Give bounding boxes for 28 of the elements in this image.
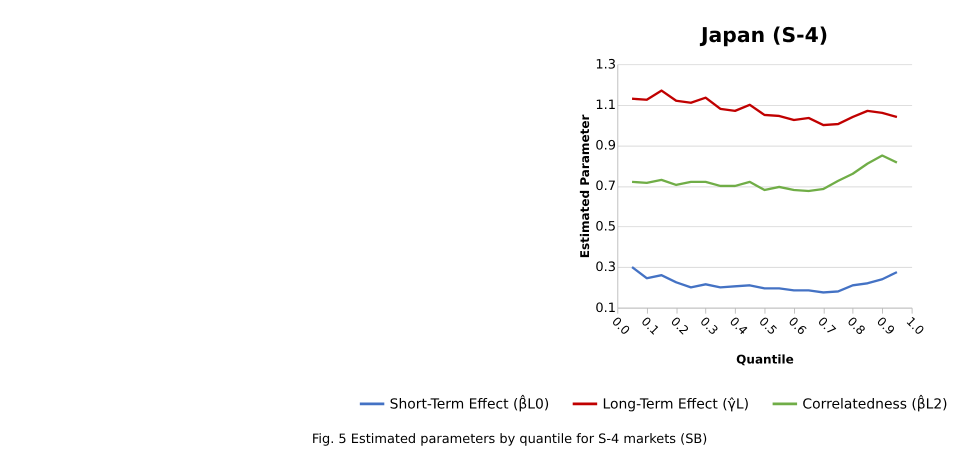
legend-label: Correlatedness (β̂L2) xyxy=(802,394,948,413)
y-axis-title: Estimated Parameter xyxy=(578,114,592,258)
x-tick-label: 0.0 xyxy=(609,314,633,338)
x-tick-label: 0.7 xyxy=(815,314,839,338)
y-tick-label: 1.3 xyxy=(595,57,616,72)
x-tick-label: 0.2 xyxy=(668,314,692,338)
x-tick-label: 0.6 xyxy=(786,314,810,338)
y-tick-label: 0.5 xyxy=(595,220,616,235)
x-tick-label: 0.3 xyxy=(697,314,721,338)
x-tick-label: 1.0 xyxy=(903,314,927,338)
x-tick-label: 0.1 xyxy=(638,314,662,338)
caption: Fig. 5 Estimated parameters by quantile for S-4 markets (SB) xyxy=(312,432,708,447)
y-tick-label: 0.9 xyxy=(595,138,616,154)
y-tick-label: 1.1 xyxy=(595,98,616,113)
x-tick-label: 0.9 xyxy=(874,314,898,338)
x-tick-label: 0.8 xyxy=(844,314,868,338)
y-tick-label: 0.7 xyxy=(595,179,616,194)
x-tick-label: 0.4 xyxy=(726,314,750,338)
x-tick-label: 0.5 xyxy=(756,314,780,338)
line-series xyxy=(630,266,898,294)
line-series xyxy=(630,89,898,126)
x-axis-title: Quantile xyxy=(736,352,794,366)
legend-label: Long-Term Effect (γ̂L) xyxy=(602,396,749,413)
chart-title: Japan (S-4) xyxy=(698,23,828,48)
y-tick-label: 0.1 xyxy=(595,300,616,316)
line-series xyxy=(630,154,898,192)
legend-label: Short-Term Effect (β̂L0) xyxy=(390,394,550,413)
y-tick-label: 0.3 xyxy=(595,260,616,276)
